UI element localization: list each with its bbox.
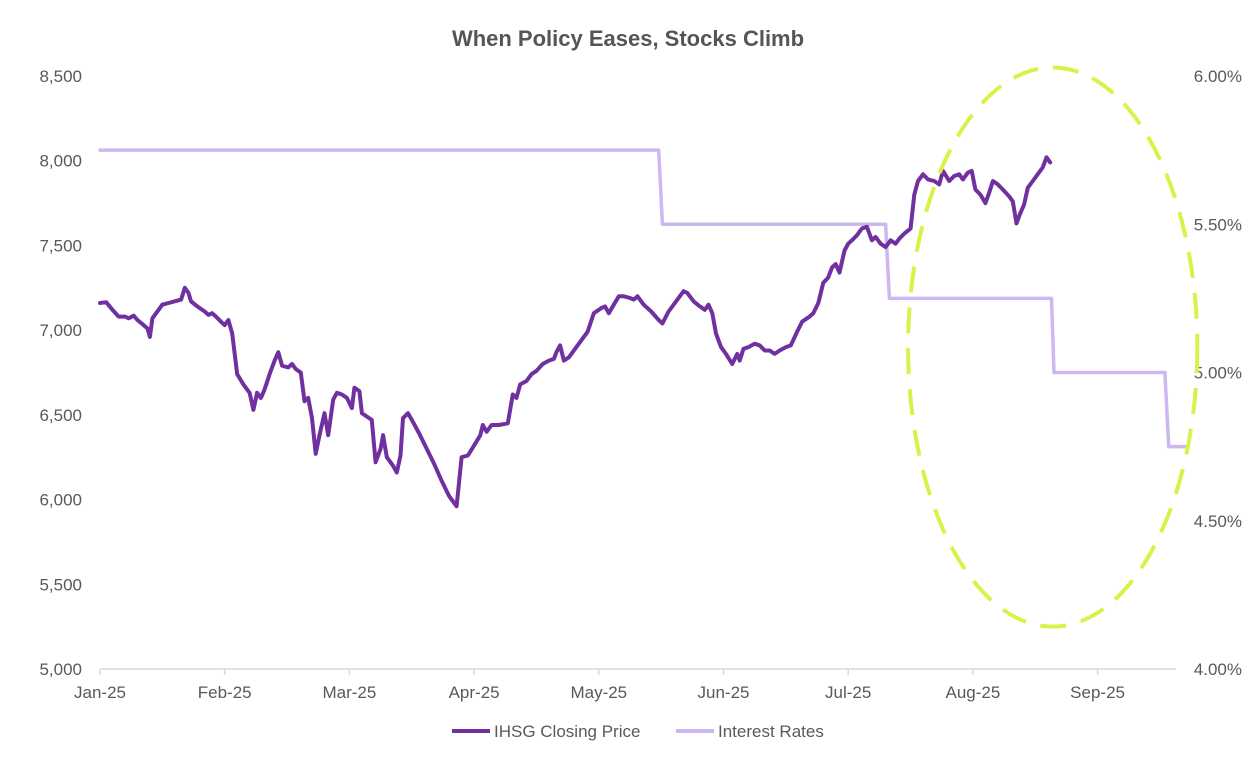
left-tick-label: 8,500 (39, 67, 82, 86)
legend-label[interactable]: IHSG Closing Price (494, 722, 640, 741)
legend-label[interactable]: Interest Rates (718, 722, 824, 741)
left-axis-ticks: 5,000 5,500 6,000 6,500 7,000 7,500 8,000 8,500 (39, 67, 82, 679)
x-tick-label: Aug-25 (945, 683, 1000, 702)
right-tick-label: 5.00% (1194, 364, 1242, 383)
left-tick-label: 6,000 (39, 491, 82, 510)
chart-title: When Policy Eases, Stocks Climb (452, 26, 804, 51)
x-tick-label: Apr-25 (449, 683, 500, 702)
right-tick-label: 5.50% (1194, 215, 1242, 234)
x-axis: Jan-25 Feb-25 Mar-25 Apr-25 May-25 Jun-25 Jul-… (74, 668, 1176, 702)
right-tick-label: 4.50% (1194, 512, 1242, 531)
x-tick-label: Jul-25 (825, 683, 871, 702)
left-tick-label: 7,000 (39, 321, 82, 340)
x-tick-label: Jun-25 (698, 683, 750, 702)
right-axis-ticks: 4.00% 4.50% 5.00% 5.50% 6.00% (1194, 67, 1242, 679)
x-tick-label: Mar-25 (322, 683, 376, 702)
x-tick-label: Feb-25 (198, 683, 252, 702)
interest-rates-line (98, 148, 1190, 449)
left-tick-label: 8,000 (39, 152, 82, 171)
left-tick-label: 7,500 (39, 236, 82, 255)
left-tick-label: 5,500 (39, 575, 82, 594)
x-tick-label: Sep-25 (1070, 683, 1125, 702)
right-tick-label: 4.00% (1194, 660, 1242, 679)
x-tick-label: May-25 (570, 683, 627, 702)
ihsg-closing-price-line (98, 155, 1053, 509)
right-tick-label: 6.00% (1194, 67, 1242, 86)
x-tick-label: Jan-25 (74, 683, 126, 702)
legend[interactable]: IHSG Closing Price Interest Rates (452, 722, 824, 741)
highlight-ellipse (906, 65, 1200, 629)
left-tick-label: 6,500 (39, 406, 82, 425)
annotation-group (906, 65, 1200, 629)
left-tick-label: 5,000 (39, 660, 82, 679)
series-group (98, 148, 1190, 509)
